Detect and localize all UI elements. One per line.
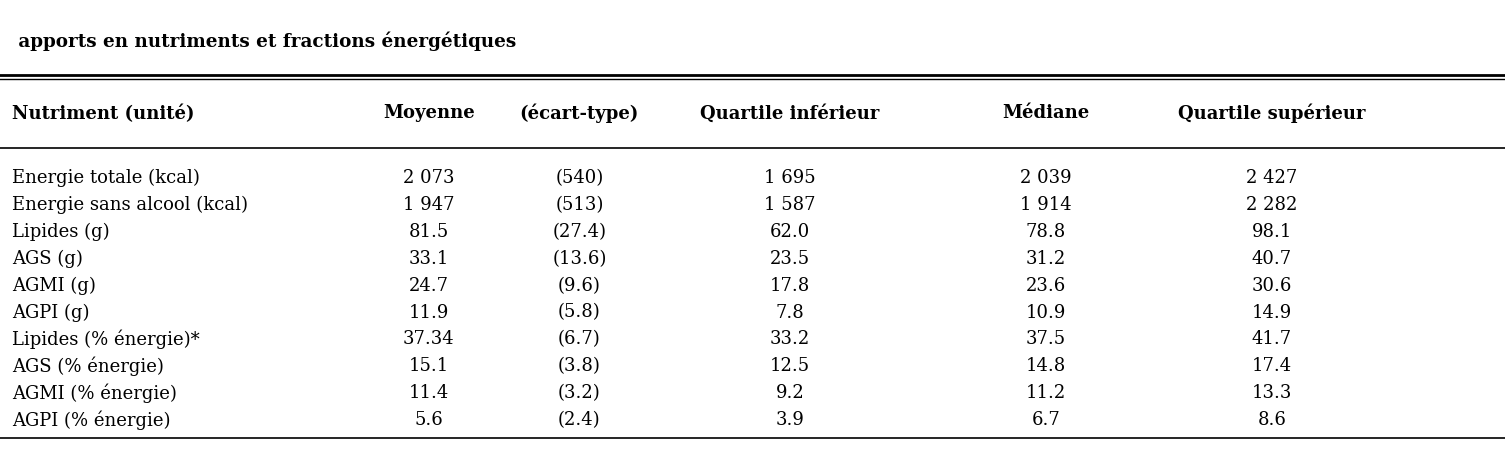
Text: Energie sans alcool (kcal): Energie sans alcool (kcal) [12, 196, 248, 214]
Text: (2.4): (2.4) [558, 411, 600, 429]
Text: apports en nutriments et fractions énergétiques: apports en nutriments et fractions énerg… [12, 32, 516, 51]
Text: Lipides (% énergie)*: Lipides (% énergie)* [12, 330, 200, 349]
Text: (3.8): (3.8) [558, 357, 600, 375]
Text: AGPI (% énergie): AGPI (% énergie) [12, 410, 170, 430]
Text: 7.8: 7.8 [775, 304, 805, 321]
Text: 30.6: 30.6 [1252, 277, 1291, 294]
Text: Nutriment (unité): Nutriment (unité) [12, 104, 194, 123]
Text: (27.4): (27.4) [552, 223, 607, 241]
Text: 2 427: 2 427 [1246, 169, 1297, 187]
Text: 41.7: 41.7 [1252, 331, 1291, 348]
Text: 6.7: 6.7 [1031, 411, 1061, 429]
Text: 11.4: 11.4 [409, 384, 448, 402]
Text: 10.9: 10.9 [1026, 304, 1066, 321]
Text: AGS (g): AGS (g) [12, 250, 83, 268]
Text: Médiane: Médiane [1002, 105, 1090, 122]
Text: 1 914: 1 914 [1020, 196, 1072, 214]
Text: 3.9: 3.9 [775, 411, 805, 429]
Text: 33.1: 33.1 [409, 250, 448, 268]
Text: Quartile inférieur: Quartile inférieur [700, 104, 880, 123]
Text: 37.5: 37.5 [1026, 331, 1066, 348]
Text: 1 587: 1 587 [765, 196, 816, 214]
Text: (513): (513) [555, 196, 604, 214]
Text: 2 282: 2 282 [1246, 196, 1297, 214]
Text: 1 695: 1 695 [765, 169, 816, 187]
Text: 15.1: 15.1 [409, 357, 448, 375]
Text: 31.2: 31.2 [1026, 250, 1066, 268]
Text: Moyenne: Moyenne [384, 105, 474, 122]
Text: 24.7: 24.7 [409, 277, 448, 294]
Text: AGMI (g): AGMI (g) [12, 276, 96, 295]
Text: AGPI (g): AGPI (g) [12, 303, 89, 322]
Text: 14.9: 14.9 [1252, 304, 1291, 321]
Text: 14.8: 14.8 [1026, 357, 1066, 375]
Text: 37.34: 37.34 [403, 331, 455, 348]
Text: 81.5: 81.5 [409, 223, 448, 241]
Text: Lipides (g): Lipides (g) [12, 223, 110, 241]
Text: 33.2: 33.2 [771, 331, 810, 348]
Text: 13.3: 13.3 [1252, 384, 1291, 402]
Text: (6.7): (6.7) [558, 331, 600, 348]
Text: (3.2): (3.2) [558, 384, 600, 402]
Text: 12.5: 12.5 [771, 357, 810, 375]
Text: 23.6: 23.6 [1026, 277, 1066, 294]
Text: 62.0: 62.0 [771, 223, 810, 241]
Text: 17.4: 17.4 [1252, 357, 1291, 375]
Text: 5.6: 5.6 [414, 411, 444, 429]
Text: 2 073: 2 073 [403, 169, 455, 187]
Text: 1 947: 1 947 [403, 196, 455, 214]
Text: 98.1: 98.1 [1252, 223, 1291, 241]
Text: Energie totale (kcal): Energie totale (kcal) [12, 169, 200, 188]
Text: 23.5: 23.5 [771, 250, 810, 268]
Text: 11.9: 11.9 [409, 304, 448, 321]
Text: Quartile supérieur: Quartile supérieur [1178, 104, 1365, 123]
Text: 78.8: 78.8 [1026, 223, 1066, 241]
Text: 40.7: 40.7 [1252, 250, 1291, 268]
Text: 8.6: 8.6 [1257, 411, 1287, 429]
Text: (écart-type): (écart-type) [519, 104, 640, 123]
Text: 11.2: 11.2 [1026, 384, 1066, 402]
Text: (5.8): (5.8) [558, 304, 600, 321]
Text: AGS (% énergie): AGS (% énergie) [12, 357, 164, 376]
Text: AGMI (% énergie): AGMI (% énergie) [12, 383, 178, 403]
Text: (540): (540) [555, 169, 604, 187]
Text: (13.6): (13.6) [552, 250, 607, 268]
Text: 17.8: 17.8 [771, 277, 810, 294]
Text: 9.2: 9.2 [775, 384, 805, 402]
Text: (9.6): (9.6) [558, 277, 600, 294]
Text: 2 039: 2 039 [1020, 169, 1072, 187]
